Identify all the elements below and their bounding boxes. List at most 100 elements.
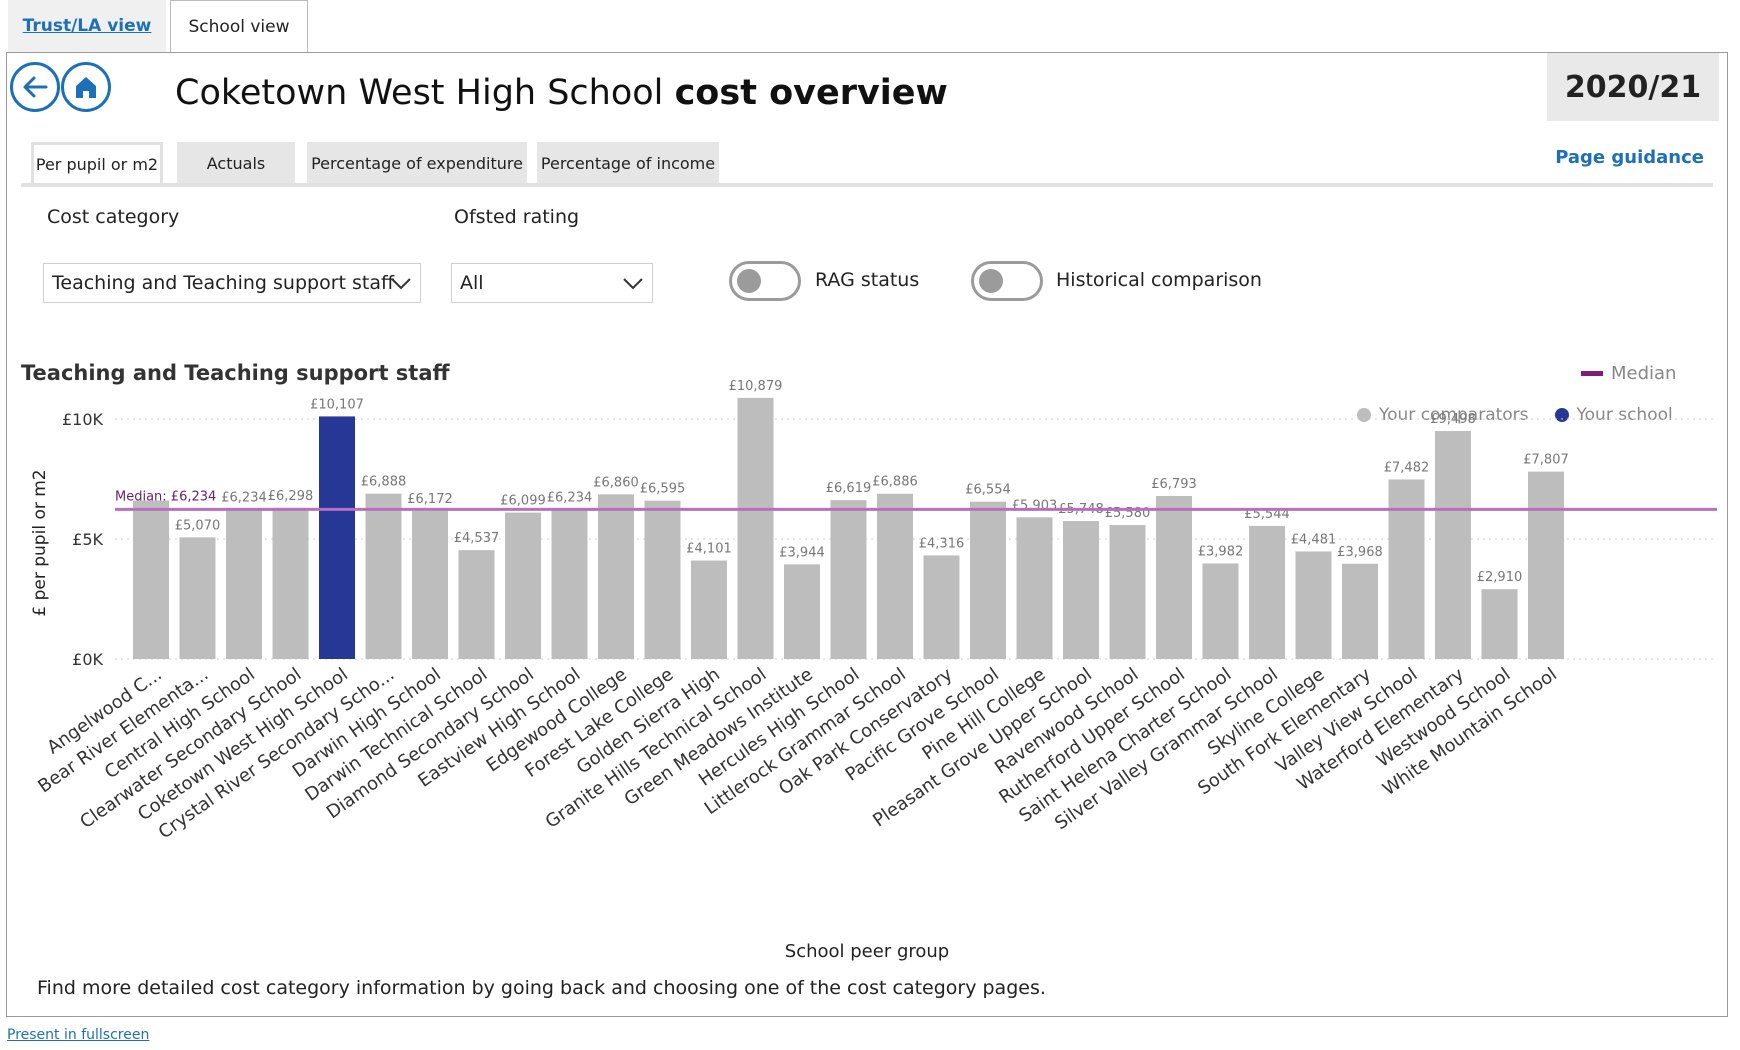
- y-tick-label: £10K: [62, 410, 104, 429]
- page-guidance-link[interactable]: Page guidance: [1555, 147, 1704, 168]
- bar: [226, 509, 262, 659]
- bar: [458, 550, 495, 659]
- bar: [412, 510, 448, 659]
- bar: [179, 537, 216, 659]
- cost-category-value: Teaching and Teaching support staff: [52, 272, 395, 294]
- home-icon: [76, 77, 96, 98]
- legend-comparators-label: Your comparators: [1379, 405, 1529, 425]
- school-name: Coketown West High School: [175, 73, 664, 113]
- x-axis-title: School peer group: [784, 941, 950, 962]
- bar-value-label: £6,298: [268, 489, 314, 504]
- median-label: Median: £6,234: [115, 489, 216, 504]
- bar: [1249, 525, 1285, 659]
- bar: [1016, 517, 1053, 659]
- bar-value-label: £4,316: [919, 536, 965, 551]
- y-tick-label: £5K: [72, 530, 103, 549]
- bar-value-label: £4,537: [454, 531, 500, 546]
- bar-value-label: £9,498: [1430, 412, 1476, 427]
- bar: [644, 500, 681, 659]
- legend-median: Median: [1581, 363, 1676, 384]
- bar: [877, 493, 913, 659]
- bar: [1295, 551, 1332, 659]
- ofsted-rating-value: All: [460, 272, 484, 294]
- legend-your-school-label: Your school: [1576, 405, 1673, 425]
- bar-value-label: £4,101: [686, 542, 732, 557]
- bar: [1202, 563, 1239, 659]
- legend-series: Your comparators Your school: [1357, 405, 1673, 425]
- year-badge: 2020/21: [1547, 53, 1719, 121]
- back-arrow-icon: [23, 76, 48, 98]
- historical-comparison-toggle[interactable]: [971, 261, 1043, 301]
- bar: [1435, 431, 1471, 659]
- bar-value-label: £6,595: [640, 482, 686, 497]
- bar: [272, 507, 309, 659]
- report-frame: Coketown West High School cost overview …: [6, 52, 1728, 1017]
- page-title: Coketown West High School cost overview: [175, 73, 948, 113]
- legend-median-label: Median: [1611, 363, 1677, 384]
- median-swatch: [1581, 371, 1603, 376]
- bar-value-label: £6,234: [221, 490, 267, 505]
- tab-trust-la-view[interactable]: Trust/LA view: [8, 0, 166, 52]
- ofsted-rating-label: Ofsted rating: [454, 206, 580, 228]
- your-school-dot: [1554, 408, 1569, 422]
- bar: [1063, 521, 1099, 659]
- tab-percentage-income[interactable]: Percentage of income: [537, 142, 719, 184]
- bar-value-label: £6,793: [1151, 477, 1197, 492]
- tab-divider: [21, 183, 1713, 187]
- bar-value-label: £6,886: [872, 475, 918, 490]
- bar-value-label: £3,968: [1337, 545, 1383, 560]
- y-tick-label: £0K: [72, 650, 103, 669]
- bar-your-school: [319, 416, 355, 659]
- bar: [1156, 495, 1192, 659]
- bar: [1528, 471, 1564, 659]
- y-axis-title: £ per pupil or m2: [30, 469, 50, 616]
- bar: [1481, 589, 1518, 659]
- bar-value-label: £3,944: [779, 545, 825, 560]
- bar-value-label: £2,910: [1477, 570, 1523, 585]
- home-button[interactable]: [61, 62, 111, 112]
- bar: [784, 564, 820, 659]
- cost-category-select[interactable]: Teaching and Teaching support staff: [43, 263, 421, 303]
- bar: [1109, 525, 1146, 659]
- chart-title: Teaching and Teaching support staff: [21, 361, 450, 385]
- rag-status-toggle[interactable]: [729, 261, 801, 301]
- footnote: Find more detailed cost category informa…: [37, 977, 1046, 999]
- back-button[interactable]: [10, 62, 60, 112]
- bar-value-label: £6,234: [547, 490, 593, 505]
- bar-value-label: £5,903: [1012, 498, 1058, 513]
- bar: [830, 500, 867, 659]
- cost-category-label: Cost category: [47, 206, 180, 228]
- tab-per-pupil[interactable]: Per pupil or m2: [31, 142, 163, 184]
- bar-value-label: £6,619: [826, 481, 872, 496]
- bar: [505, 512, 541, 659]
- comparator-dot: [1357, 408, 1371, 422]
- bar-value-label: £7,807: [1523, 453, 1569, 468]
- toggle-knob: [737, 269, 761, 293]
- rag-status-label: RAG status: [815, 269, 920, 291]
- bar-value-label: £6,860: [593, 475, 639, 490]
- toggle-knob: [979, 269, 1003, 293]
- bar: [923, 555, 960, 659]
- ofsted-rating-select[interactable]: All: [451, 263, 653, 303]
- tab-school-view[interactable]: School view: [170, 0, 308, 52]
- bar-value-label: £6,888: [361, 475, 407, 490]
- bar: [1342, 563, 1378, 659]
- bar: [598, 494, 634, 659]
- tab-actuals[interactable]: Actuals: [177, 142, 295, 184]
- bar-value-label: £6,099: [500, 494, 546, 509]
- tab-percentage-expenditure[interactable]: Percentage of expenditure: [307, 142, 527, 184]
- bar-value-label: £7,482: [1384, 460, 1430, 475]
- bar: [365, 493, 402, 659]
- bar: [133, 500, 169, 659]
- historical-comparison-label: Historical comparison: [1056, 269, 1262, 291]
- title-suffix: cost overview: [674, 73, 948, 113]
- bar: [1388, 479, 1425, 659]
- bar-value-label: £6,172: [407, 492, 453, 507]
- bar-value-label: £10,107: [310, 397, 364, 412]
- present-fullscreen-link[interactable]: Present in fullscreen: [7, 1027, 150, 1043]
- bar: [737, 397, 774, 659]
- bar-value-label: £3,982: [1198, 544, 1244, 559]
- bar: [970, 501, 1006, 659]
- bar: [551, 509, 588, 659]
